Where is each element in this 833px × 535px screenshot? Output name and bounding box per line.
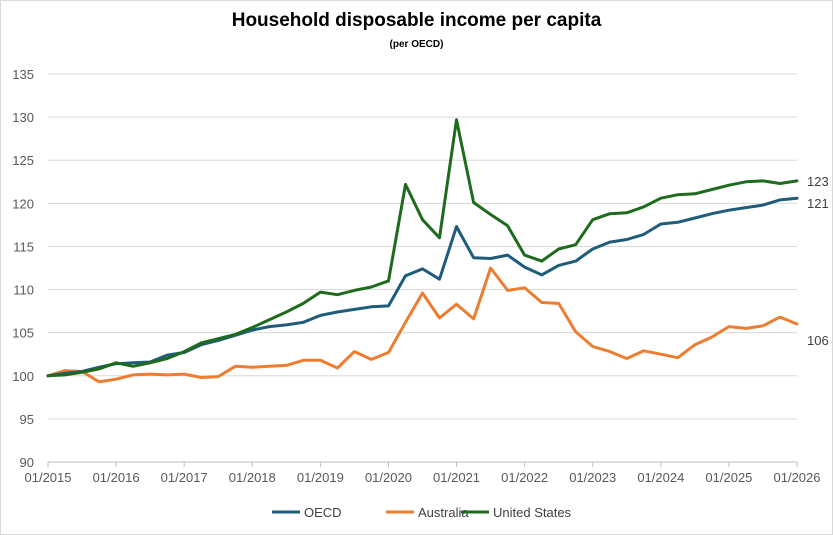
- x-tick-label: 01/2016: [93, 470, 140, 485]
- x-tick-label: 01/2021: [433, 470, 480, 485]
- chart-subtitle: (per OECD): [389, 39, 444, 50]
- y-tick-label: 90: [20, 455, 34, 470]
- end-label-oecd: 121: [807, 196, 829, 211]
- x-tick-label: 01/2015: [25, 470, 72, 485]
- chart-title: Household disposable income per capita: [231, 10, 602, 31]
- series-line-oecd: [46, 196, 799, 378]
- x-tick-label: 01/2018: [229, 470, 276, 485]
- y-tick-label: 100: [12, 369, 34, 384]
- x-tick-label: 01/2024: [637, 470, 684, 485]
- y-tick-label: 95: [20, 412, 34, 427]
- y-tick-label: 110: [13, 283, 34, 298]
- legend-entry: United States: [493, 505, 572, 520]
- x-tick-label: 01/2023: [569, 470, 616, 485]
- legend-entry: Australia: [418, 505, 469, 520]
- x-tick-label: 01/2025: [705, 470, 752, 485]
- y-tick-label: 130: [12, 110, 34, 125]
- y-tick-label: 135: [12, 67, 34, 82]
- x-tick-label: 01/2026: [774, 470, 821, 485]
- end-label-australia: 106: [807, 333, 829, 348]
- end-label-united-states: 123: [807, 174, 829, 189]
- x-tick-label: 01/2022: [501, 470, 548, 485]
- y-tick-label: 125: [12, 153, 34, 168]
- series-line-united-states: [46, 118, 799, 378]
- y-tick-label: 105: [12, 326, 34, 341]
- y-tick-label: 115: [13, 239, 34, 254]
- y-tick-label: 120: [12, 196, 34, 211]
- x-tick-label: 01/2017: [161, 470, 208, 485]
- legend-entry: OECD: [304, 505, 342, 520]
- x-tick-label: 01/2019: [297, 470, 344, 485]
- x-tick-label: 01/2020: [365, 470, 412, 485]
- series-line-australia: [46, 266, 799, 384]
